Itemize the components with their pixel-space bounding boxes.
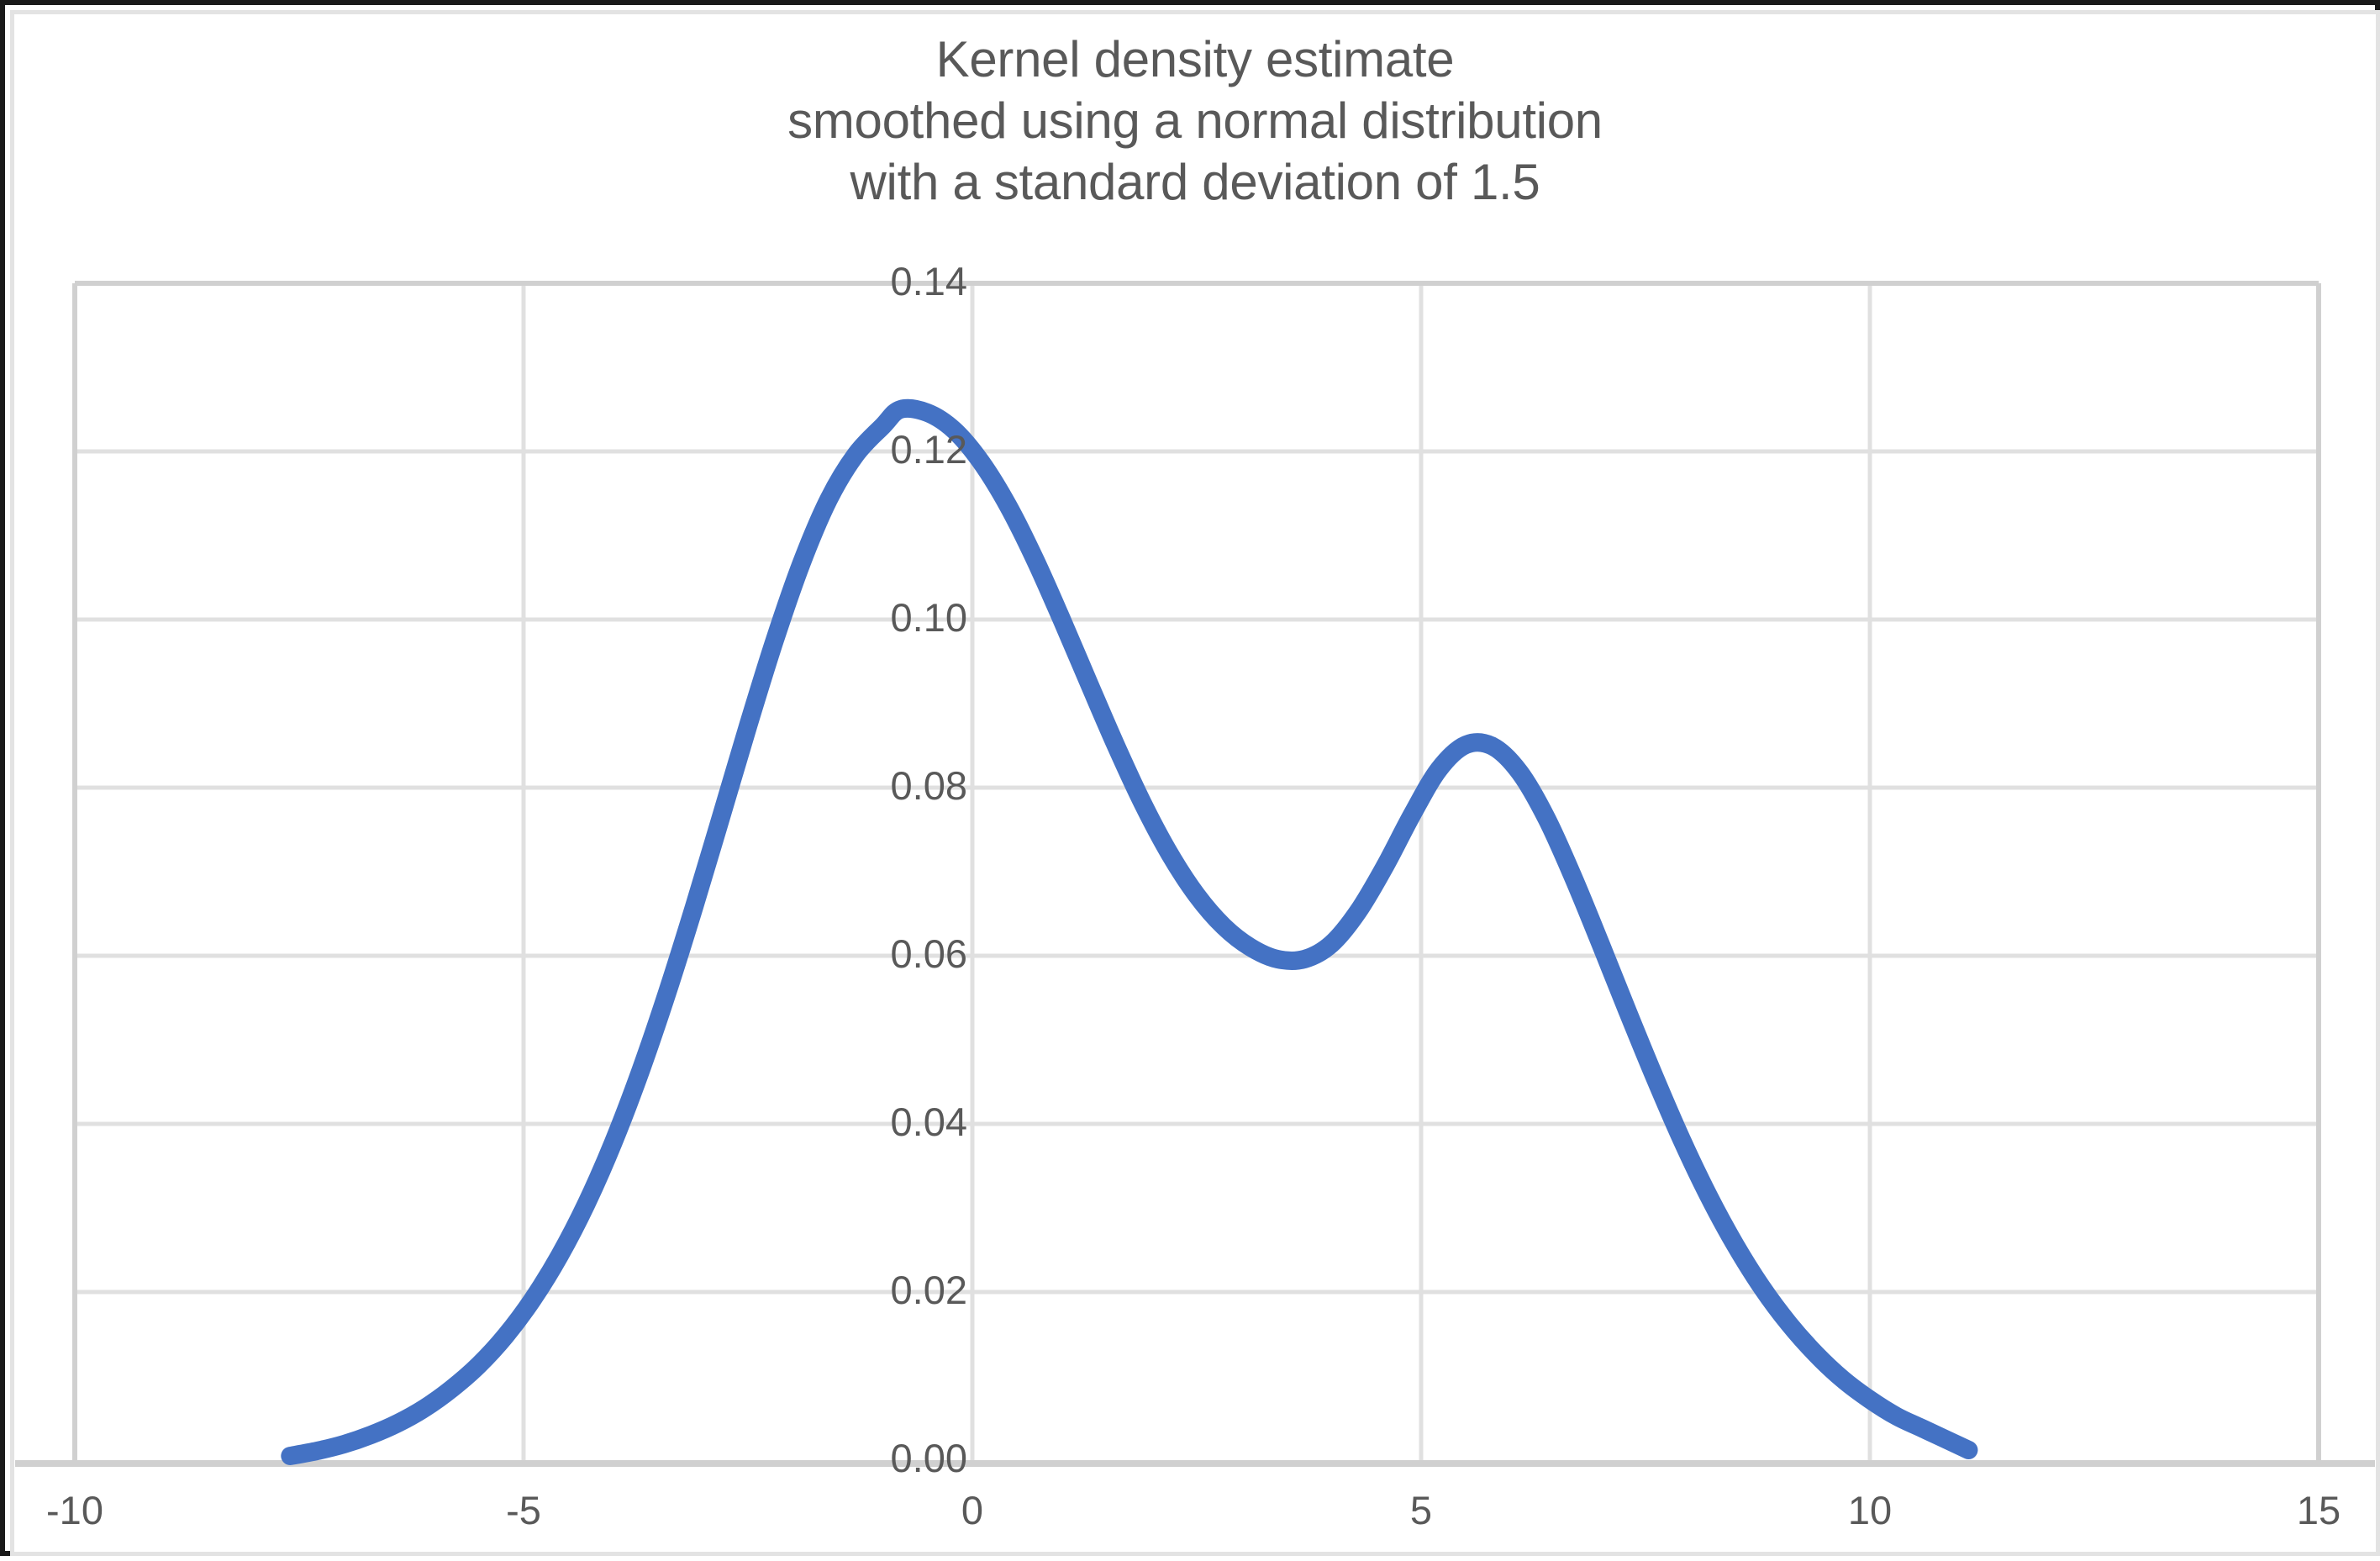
chart-inner-border <box>10 10 2380 1556</box>
axis-lines <box>15 281 2375 1467</box>
y-axis-tick-label: 0.14 <box>890 259 967 303</box>
x-axis-tick-label: 10 <box>1847 1488 1893 1532</box>
y-axis-tick-label: 0.04 <box>890 1100 967 1144</box>
y-axis-tick-label: 0.02 <box>890 1268 967 1312</box>
y-axis-tick-label: 0.08 <box>890 763 967 808</box>
x-axis-tick-label: -10 <box>46 1488 103 1532</box>
grid-lines <box>75 281 2319 1460</box>
data-series-layer <box>281 398 1978 1465</box>
x-axis-tick-label: -5 <box>506 1488 541 1532</box>
chart-title-line-3: with a standard deviation of 1.5 <box>850 154 1540 210</box>
x-axis-tick-label: 0 <box>961 1488 984 1532</box>
x-axis-tick-label: 5 <box>1409 1488 1433 1532</box>
series-line <box>281 398 1978 1465</box>
y-axis-tick-label: 0.00 <box>890 1436 967 1480</box>
chart-title-line-2: smoothed using a normal distribution <box>787 92 1603 149</box>
y-axis-tick-label: 0.10 <box>890 595 967 640</box>
x-axis-tick-label: 15 <box>2296 1488 2341 1532</box>
chart-title: Kernel density estimate smoothed using a… <box>5 29 2380 213</box>
y-axis-tick-label: 0.12 <box>890 427 967 472</box>
plot-area <box>15 281 2375 1467</box>
chart-title-line-1: Kernel density estimate <box>935 31 1455 87</box>
y-axis-tick-label: 0.06 <box>890 931 967 976</box>
